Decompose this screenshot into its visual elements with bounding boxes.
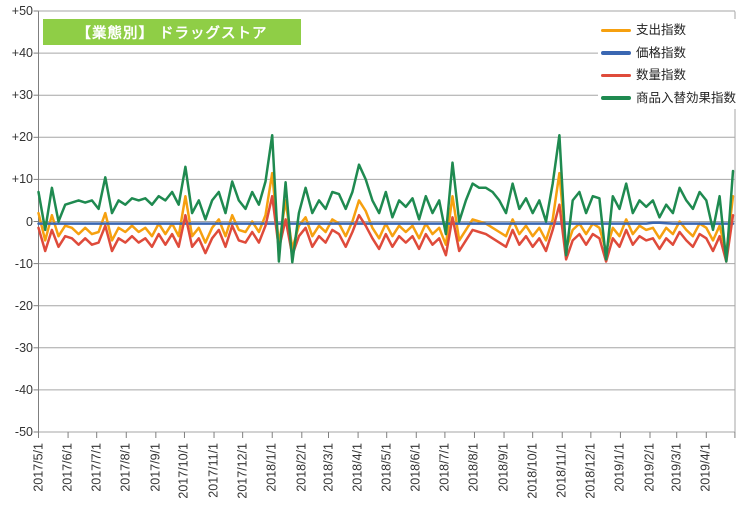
legend-line-swatch: [601, 73, 631, 77]
legend: 支出指数価格指数数量指数商品入替効果指数: [598, 19, 740, 109]
x-axis-tick-label: 2018/2/1: [294, 443, 309, 492]
legend-line-swatch: [601, 51, 631, 55]
y-axis-tick-label: +40: [11, 45, 33, 60]
x-axis-tick-label: 2018/4/1: [350, 443, 365, 492]
x-axis-tick-label: 2018/11/1: [554, 443, 569, 498]
legend-label: 価格指数: [636, 45, 687, 60]
x-axis-tick-label: 2018/3/1: [321, 443, 335, 492]
legend-label: 商品入替効果指数: [636, 90, 737, 105]
y-axis-tick-label: -50: [14, 424, 33, 439]
x-axis-tick-label: 2018/8/1: [466, 443, 481, 492]
series-line-3: [37, 194, 735, 263]
y-axis-tick-label: -20: [14, 298, 33, 313]
y-axis-tick-label: +10: [11, 172, 33, 187]
x-axis-tick-label: 2018/6/1: [408, 443, 423, 492]
y-axis-tick-label: +20: [11, 130, 33, 145]
x-axis-tick-label: 2018/12/1: [583, 443, 598, 499]
x-axis-tick-label: 2018/10/1: [525, 443, 540, 499]
x-axis-tick-label: 2018/1/1: [264, 443, 279, 492]
y-axis-tick-label: -40: [14, 382, 33, 397]
x-axis-tick-label: 2019/2/1: [642, 443, 657, 492]
legend-line-swatch: [601, 28, 631, 32]
y-axis-tick-label: -30: [14, 340, 33, 355]
x-axis-tick-label: 2017/10/1: [176, 443, 191, 499]
series-line-4: [37, 133, 735, 264]
y-axis-tick-label: +30: [11, 87, 33, 102]
x-axis-tick-label: 2018/5/1: [379, 443, 394, 492]
y-axis-tick-label: +50: [11, 3, 33, 18]
x-axis-tick-label: 2018/9/1: [496, 443, 511, 492]
chart-title-box: 【業態別】 ドラッグストア: [43, 19, 301, 45]
x-axis-tick-label: 2019/1/1: [612, 443, 627, 492]
x-axis-tick-label: 2018/7/1: [437, 443, 452, 492]
x-axis-tick-label: 2017/7/1: [89, 443, 104, 492]
x-axis-tick-label: 2017/6/1: [60, 443, 75, 492]
x-axis-tick-label: 2017/11/1: [206, 443, 221, 498]
x-axis-tick-label: 2019/3/1: [669, 443, 684, 492]
legend-item-1: 支出指数: [598, 19, 740, 42]
y-axis-tick-label: -10: [14, 256, 33, 271]
legend-item-4: 商品入替効果指数: [598, 86, 740, 109]
y-axis-tick-label: 0: [26, 214, 33, 229]
x-axis-tick-label: 2019/4/1: [698, 443, 713, 492]
series-line-2: [37, 221, 735, 225]
x-axis-tick-label: 2017/9/1: [148, 443, 163, 492]
x-axis-tick-label: 2017/5/1: [31, 443, 45, 492]
legend-item-3: 数量指数: [598, 64, 740, 87]
legend-label: 支出指数: [636, 23, 687, 37]
legend-item-2: 価格指数: [598, 41, 740, 64]
legend-label: 数量指数: [636, 68, 687, 82]
x-axis-tick-label: 2017/8/1: [118, 443, 133, 492]
x-axis-tick-label: 2017/12/1: [235, 443, 250, 499]
legend-line-swatch: [601, 96, 631, 100]
chart-title: 【業態別】 ドラッグストア: [76, 25, 268, 42]
